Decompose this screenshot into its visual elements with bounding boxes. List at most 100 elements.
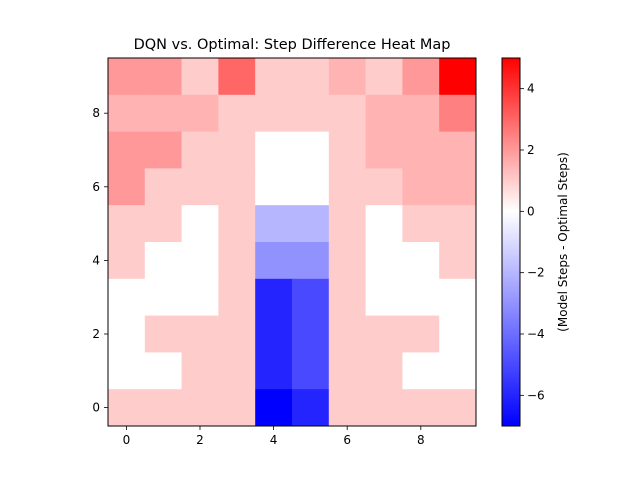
heatmap-cell <box>439 168 477 206</box>
heatmap-cell <box>108 94 146 132</box>
heatmap-cell <box>144 352 182 390</box>
heatmap-cell <box>255 205 293 243</box>
heatmap-cell <box>292 352 330 390</box>
heatmap-cell <box>144 389 182 427</box>
heatmap-cell <box>108 168 146 206</box>
heatmap-cell <box>108 205 146 243</box>
heatmap-cell <box>365 94 403 132</box>
heatmap-cell <box>181 278 219 316</box>
colorbar-tick-label: 4 <box>527 82 535 96</box>
heatmap-cell <box>255 352 293 390</box>
y-tick-label: 6 <box>92 180 100 194</box>
heatmap-cell <box>181 352 219 390</box>
colorbar-ticks: −6 −4 −2 0 2 4 <box>520 82 545 402</box>
heatmap-cell <box>255 168 293 206</box>
colorbar-tick-label: −6 <box>527 388 545 402</box>
x-tick-label: 4 <box>270 433 278 447</box>
heatmap-cell <box>328 168 366 206</box>
heatmap-cell <box>108 131 146 169</box>
heatmap-cell <box>402 389 440 427</box>
heatmap-cell <box>144 205 182 243</box>
heatmap-cells <box>108 58 477 427</box>
heatmap-cell <box>365 168 403 206</box>
heatmap-cell <box>328 94 366 132</box>
heatmap-cell <box>255 389 293 427</box>
heatmap-cell <box>365 205 403 243</box>
heatmap-cell <box>328 352 366 390</box>
heatmap-cell <box>365 278 403 316</box>
heatmap-cell <box>108 242 146 280</box>
colorbar-tick-label: −2 <box>527 266 545 280</box>
heatmap-cell <box>218 168 256 206</box>
heatmap-cell <box>328 58 366 96</box>
heatmap-cell <box>292 242 330 280</box>
heatmap-cell <box>144 94 182 132</box>
heatmap-cell <box>328 242 366 280</box>
heatmap-cell <box>218 131 256 169</box>
heatmap-cell <box>181 205 219 243</box>
heatmap-cell <box>255 58 293 96</box>
heatmap-cell <box>292 389 330 427</box>
heatmap-cell <box>255 94 293 132</box>
heatmap-cell <box>218 94 256 132</box>
heatmap-cell <box>439 58 477 96</box>
x-tick-label: 6 <box>343 433 351 447</box>
heatmap-cell <box>218 315 256 353</box>
heatmap-cell <box>181 242 219 280</box>
heatmap-cell <box>328 315 366 353</box>
heatmap-cell <box>292 94 330 132</box>
heatmap-cell <box>365 315 403 353</box>
heatmap-cell <box>402 278 440 316</box>
heatmap-cell <box>402 131 440 169</box>
heatmap-cell <box>108 278 146 316</box>
heatmap-cell <box>218 389 256 427</box>
heatmap-cell <box>292 315 330 353</box>
x-tick-label: 2 <box>196 433 204 447</box>
heatmap-cell <box>218 352 256 390</box>
heatmap-cell <box>144 278 182 316</box>
colorbar-tick-label: −4 <box>527 327 545 341</box>
heatmap-cell <box>181 131 219 169</box>
heatmap-cell <box>108 315 146 353</box>
heatmap-cell <box>144 131 182 169</box>
heatmap-cell <box>181 94 219 132</box>
heatmap-cell <box>181 58 219 96</box>
heatmap-cell <box>292 168 330 206</box>
heatmap-cell <box>108 352 146 390</box>
chart-title: DQN vs. Optimal: Step Difference Heat Ma… <box>134 37 451 53</box>
heatmap-cell <box>365 242 403 280</box>
x-axis-ticks: 0 2 4 6 8 <box>123 426 425 447</box>
heatmap-cell <box>439 131 477 169</box>
heatmap-cell <box>402 168 440 206</box>
heatmap-cell <box>402 94 440 132</box>
heatmap-cell <box>144 168 182 206</box>
heatmap-cell <box>402 352 440 390</box>
x-tick-label: 8 <box>417 433 425 447</box>
heatmap-cell <box>328 278 366 316</box>
heatmap-cell <box>218 58 256 96</box>
heatmap-cell <box>292 278 330 316</box>
colorbar-frame <box>501 57 521 427</box>
heatmap-cell <box>402 205 440 243</box>
colorbar-tick-label: 0 <box>527 204 535 218</box>
heatmap-cell <box>255 242 293 280</box>
heatmap-cell <box>328 205 366 243</box>
heatmap-cell <box>365 389 403 427</box>
heatmap-cell <box>365 58 403 96</box>
heatmap-cell <box>439 205 477 243</box>
y-tick-label: 2 <box>92 327 100 341</box>
heatmap-cell <box>402 315 440 353</box>
heatmap-cell <box>218 278 256 316</box>
heatmap-cell <box>255 131 293 169</box>
y-tick-label: 8 <box>92 106 100 120</box>
heatmap-cell <box>108 58 146 96</box>
heatmap-cell <box>255 315 293 353</box>
heatmap-cell <box>144 242 182 280</box>
colorbar <box>502 58 520 426</box>
heatmap-cell <box>218 242 256 280</box>
heatmap-cell <box>402 58 440 96</box>
heatmap-cell <box>439 315 477 353</box>
heatmap-cell <box>292 205 330 243</box>
heatmap-cell <box>365 352 403 390</box>
